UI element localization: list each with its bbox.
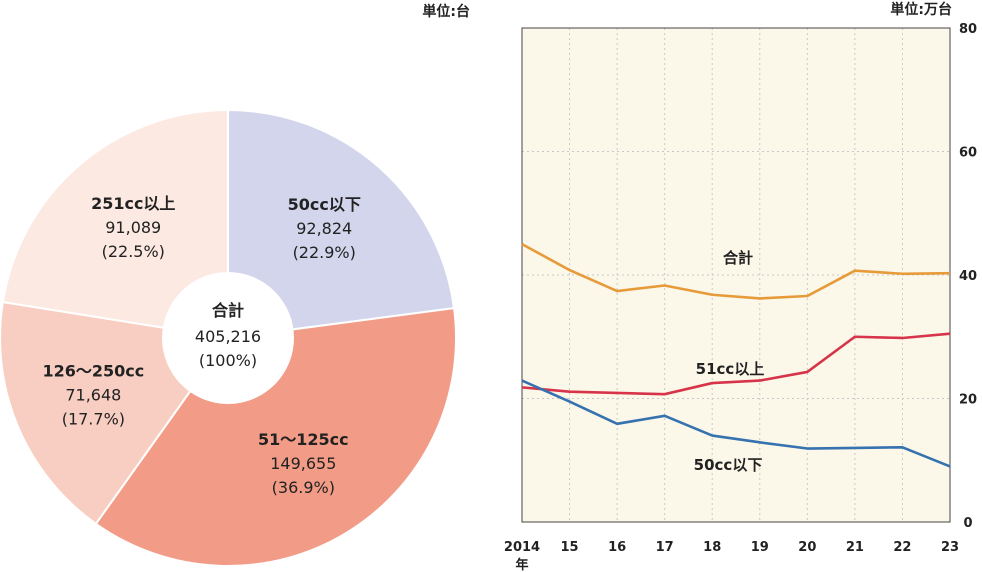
x-tick-label-9: 23 [941, 540, 959, 555]
pie-slice-name-3: 251cc以上 [91, 194, 175, 213]
line-unit-label: 単位:万台 [890, 1, 952, 18]
pie-slice-value-3: 91,089 [105, 218, 161, 237]
pie-slice-labels: 50cc以下 92,824 (22.9%) 51～125cc 149,655 (36.9%… [42, 194, 360, 497]
series-label-51cc: 51cc以上 [696, 360, 765, 378]
series-label-50cc: 50cc以下 [694, 456, 763, 474]
x-tick-label-7: 21 [846, 540, 864, 555]
pie-slice-name-0: 50cc以下 [288, 195, 361, 214]
y-axis-ticks: 0 20 40 60 80 [959, 22, 977, 531]
x-tick-label-4: 18 [703, 540, 721, 555]
plot-frame [521, 27, 951, 523]
y-tick-label-2: 40 [959, 269, 977, 284]
pie-slice-value-2: 71,648 [65, 385, 121, 404]
pie-slice-percent-1: (36.9%) [272, 478, 335, 497]
series-line-0 [521, 242, 951, 300]
pie-center-hole [162, 272, 294, 404]
pie-slice-1 [94, 306, 457, 567]
x-tick-label-8: 22 [893, 540, 911, 555]
pie-slice-value-1: 149,655 [270, 454, 336, 473]
x-tick-label-1: 15 [561, 540, 579, 555]
x-tick-label-5: 19 [751, 540, 769, 555]
pie-slice-value-0: 92,824 [296, 219, 352, 238]
series-label-total: 合計 [722, 249, 753, 267]
x-axis-ticks: 2014 15 16 17 18 19 20 21 22 23 [504, 540, 959, 555]
series-line-2 [521, 379, 951, 468]
pie-slice-name-1: 51～125cc [258, 430, 349, 449]
y-tick-label-4: 80 [959, 22, 977, 37]
pie-center-value: 405,216 [195, 327, 261, 346]
pie-chart: 単位:台 合計 405,216 (100%) 50cc以下 92,824 (22.9… [0, 3, 470, 567]
x-tick-label-6: 20 [798, 540, 816, 555]
pie-center-percent: (100%) [199, 351, 257, 370]
pie-slice-percent-3: (22.5%) [102, 242, 165, 261]
series-line-1 [521, 332, 951, 396]
grid-lines [522, 28, 950, 522]
x-tick-label-3: 17 [656, 540, 674, 555]
pie-slice-percent-2: (17.7%) [62, 409, 125, 428]
plot-area [522, 28, 950, 522]
pie-slice-percent-0: (22.9%) [293, 243, 356, 262]
y-tick-label-3: 60 [959, 146, 977, 161]
x-axis-year-suffix: 年 [515, 557, 528, 572]
y-tick-label-1: 20 [959, 393, 977, 408]
line-series [521, 242, 951, 468]
pie-slice-0 [227, 108, 456, 340]
y-tick-label-0: 0 [963, 516, 972, 531]
pie-center-title: 合計 [212, 301, 244, 320]
x-tick-label-0: 2014 [504, 540, 540, 555]
pie-slice-name-2: 126～250cc [42, 361, 144, 380]
pie-unit-label: 単位:台 [422, 3, 470, 20]
pie-slice-3 [1, 108, 229, 340]
x-tick-label-2: 16 [608, 540, 626, 555]
